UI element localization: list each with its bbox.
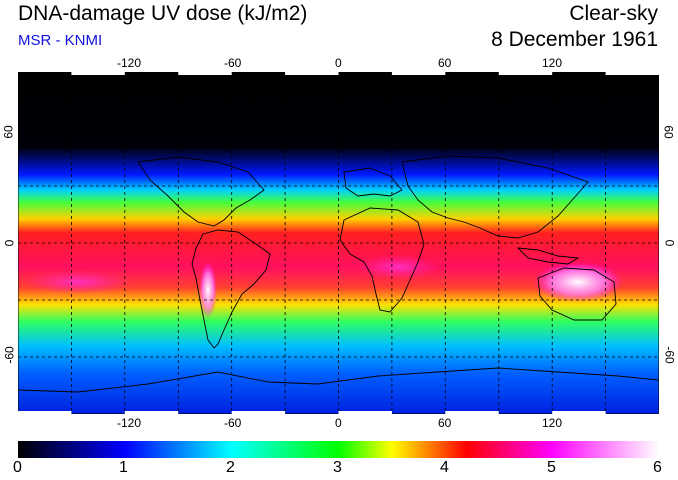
map-title: DNA-damage UV dose (kJ/m2) [18,2,308,25]
colorbar-tick: 3 [333,459,342,476]
africa-coast [339,207,425,313]
north-america-coast [137,156,265,227]
colorbar-tick: 1 [119,459,128,476]
colorbar-tick: 6 [653,459,662,476]
antarctica-coast [18,367,659,393]
lat-tick-left: 0 [2,239,17,247]
uv-hotspot [533,262,623,302]
map-frame [18,72,659,414]
lon-tick-bottom: 60 [438,416,452,430]
lon-tick-bottom: 0 [335,416,342,430]
lat-tick-right: -60 [662,346,677,364]
lon-tick-top: -120 [117,56,142,70]
lon-tick-bottom: 120 [542,416,563,430]
lon-tick-bottom: -120 [117,416,142,430]
lon-tick-top: -60 [224,56,242,70]
lon-tick-top: 0 [335,56,342,70]
lat-tick-right: 60 [661,125,676,139]
lat-tick-left: 60 [1,125,16,139]
asia-coast [401,155,589,239]
date-label: 8 December 1961 [491,28,658,51]
lon-tick-top: 60 [438,56,452,70]
colorbar-tick: 5 [547,459,556,476]
lat-tick-left: -60 [2,346,17,364]
lat-tick-right: 0 [662,239,677,247]
europe-coast [343,167,403,197]
uv-hotspot [23,270,133,294]
indonesia-coast [516,247,580,265]
uv-dose-map [18,72,659,414]
colorbar-tick: 4 [440,459,449,476]
uv-hotspot [199,262,217,318]
coastlines [18,155,659,393]
source-label: MSR - KNMI [18,32,103,49]
lon-tick-bottom: -60 [224,416,242,430]
colorbar-tick: 0 [13,459,22,476]
uv-hotspot [358,255,438,279]
lon-tick-top: 120 [542,56,563,70]
colorbar [18,441,659,458]
australia-coast [537,267,617,321]
colorbar-gradient [18,441,659,458]
lat-lon-grid [18,72,659,414]
south-america-coast [191,229,271,349]
colorbar-tick: 2 [226,459,235,476]
sky-condition-label: Clear-sky [569,2,658,25]
